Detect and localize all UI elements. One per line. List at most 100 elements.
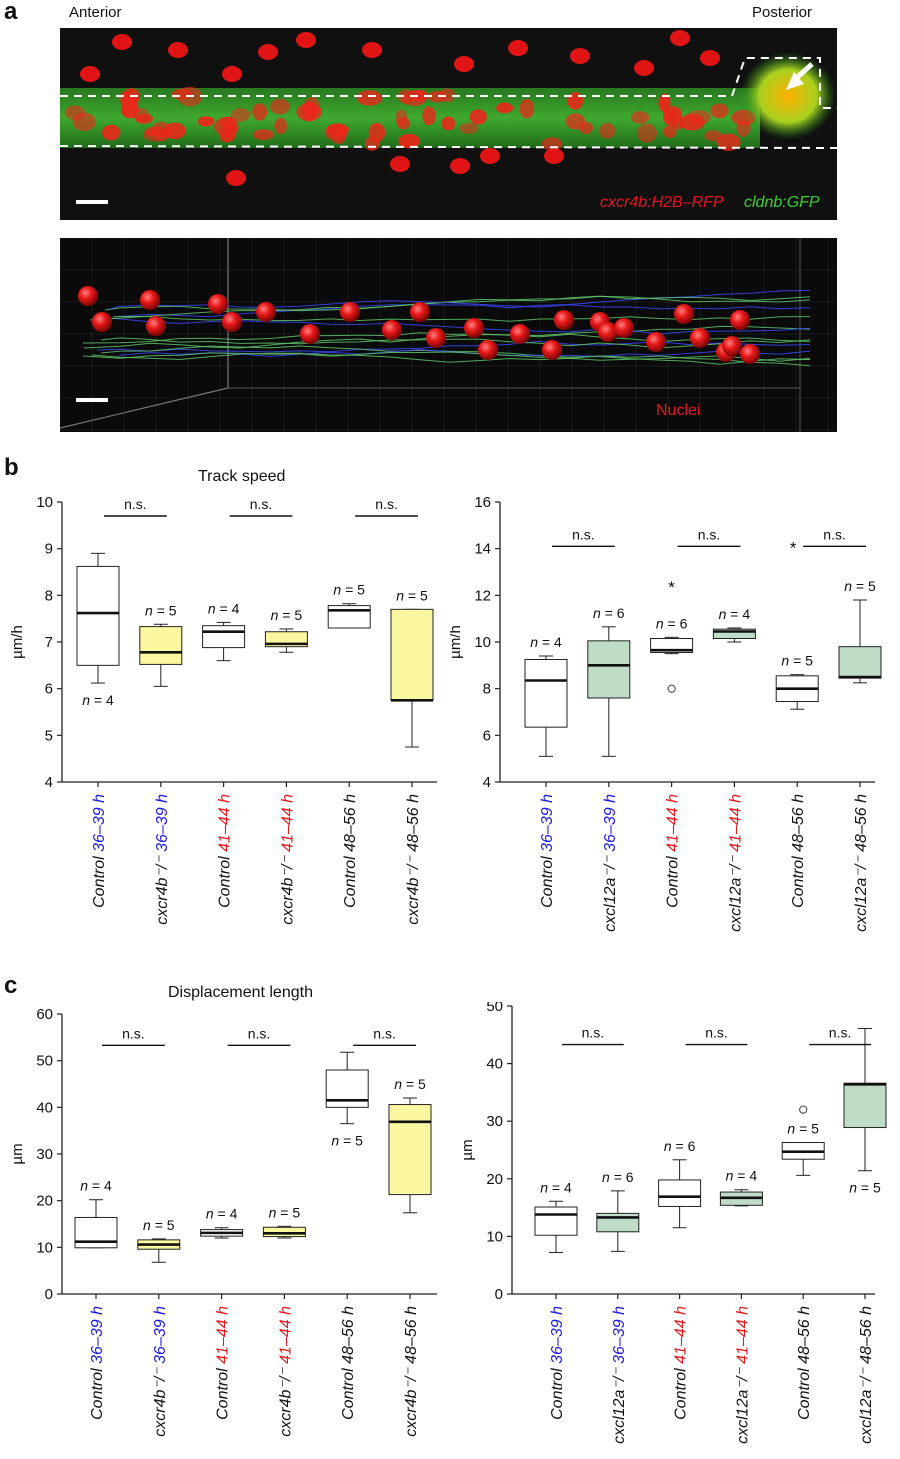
- box-4: n = 5: [775, 653, 819, 710]
- scale-bar-top: [76, 200, 108, 204]
- n-label: n = 5: [145, 602, 177, 618]
- scattered-nucleus: [450, 158, 470, 174]
- nucleus-cell: [459, 122, 479, 134]
- x-tick-label: cxcr4b⁻/⁻ 36–39 h: [152, 1306, 169, 1437]
- y-tick-label: 50: [486, 1002, 503, 1015]
- box-iqr: [524, 659, 568, 728]
- n-label: n = 5: [394, 1076, 426, 1092]
- nucleus-sphere: [300, 324, 320, 344]
- y-tick-label: 12: [474, 587, 491, 604]
- n-label: n = 5: [787, 1121, 819, 1137]
- box-2: n = 6: [658, 1138, 702, 1229]
- box-3: n = 4: [719, 1168, 763, 1207]
- scattered-nucleus: [700, 50, 720, 66]
- cell-tracks: [82, 289, 811, 367]
- significance-star: *: [790, 538, 797, 557]
- y-axis-label: µm/h: [9, 625, 26, 659]
- nucleus-sphere: [740, 344, 760, 364]
- box-3: n = 4: [712, 606, 756, 643]
- nucleus-cell: [411, 89, 429, 102]
- box-3: n = 5: [264, 607, 308, 653]
- nucleus-cell: [171, 88, 193, 100]
- nucleus-sphere: [598, 322, 618, 342]
- x-tick-label: Control 36–39 h: [89, 1306, 106, 1420]
- y-tick-label: 30: [36, 1146, 53, 1163]
- nucleus-cell: [72, 112, 97, 132]
- scattered-nucleus: [508, 40, 528, 56]
- y-axis-label: µm: [9, 1143, 26, 1164]
- nucleus-sphere: [140, 290, 160, 310]
- comparison-label: n.s.: [122, 1025, 145, 1041]
- nucleus-cell: [710, 103, 729, 119]
- box-5: n = 5: [388, 1076, 432, 1214]
- nucleus-cell: [368, 122, 386, 143]
- nucleus-cell: [496, 102, 514, 114]
- nucleus-sphere: [464, 318, 484, 338]
- y-tick-label: 16: [474, 494, 491, 511]
- box-0: n = 4: [74, 1178, 118, 1249]
- box-iqr: [712, 628, 756, 640]
- nucleus-cell: [636, 123, 657, 143]
- scattered-nucleus: [258, 44, 278, 60]
- nucleus-sphere: [410, 302, 430, 322]
- x-tick-label: Control 41–44 h: [673, 1306, 690, 1420]
- box-iqr: [76, 565, 120, 666]
- box-iqr: [325, 1069, 369, 1108]
- n-label: n = 5: [269, 1204, 301, 1220]
- n-label: n = 5: [271, 607, 303, 623]
- chart-displacement-cxcl12a: 0 10 20 30 40 50 µm Control 36–39 h cxcl12a⁻/⁻ 3…: [459, 1002, 887, 1444]
- n-label: n = 4: [726, 1168, 758, 1184]
- comparison-label: n.s.: [572, 526, 595, 542]
- n-label: n = 4: [206, 1206, 238, 1222]
- nucleus-cell: [658, 93, 671, 112]
- nucleus-sphere: [256, 302, 276, 322]
- x-tick-label: cxcr4b⁻/⁻ 48–56 h: [403, 1306, 420, 1437]
- nucleus-cell: [197, 116, 215, 127]
- n-label: n = 4: [530, 634, 562, 650]
- y-tick-label: 20: [36, 1193, 53, 1210]
- n-label: n = 6: [656, 615, 688, 631]
- nucleus-cell: [631, 111, 650, 124]
- nucleus-cell: [331, 130, 347, 144]
- box-0: n = 4: [524, 634, 568, 757]
- nuclei-cells-top: [64, 30, 756, 186]
- nucleus-sphere: [92, 312, 112, 332]
- legend-red: cxcr4b:H2B–RFP: [600, 194, 724, 211]
- x-tick-label: cxcl12a⁻/⁻ 48–56 h: [853, 794, 870, 932]
- scattered-nucleus: [222, 66, 242, 82]
- nucleus-cell: [230, 108, 250, 122]
- scattered-nucleus: [226, 170, 246, 186]
- n-label: n = 5: [844, 578, 876, 594]
- nuclei-label: Nuclei: [656, 402, 701, 419]
- y-tick-label: 10: [36, 1239, 53, 1256]
- micrograph-bottom-svg: [60, 238, 837, 432]
- nucleus-cell: [663, 124, 677, 139]
- scattered-nucleus: [454, 56, 474, 72]
- n-label: n = 5: [849, 1180, 881, 1196]
- y-tick-label: 30: [486, 1113, 503, 1130]
- x-tick-label: Control 48–56 h: [340, 1306, 357, 1420]
- n-label: n = 4: [719, 606, 751, 622]
- scattered-nucleus: [544, 148, 564, 164]
- nucleus-cell: [270, 98, 290, 115]
- nucleus-sphere: [222, 312, 242, 332]
- panel-letter-a: a: [4, 0, 18, 25]
- nucleus-cell: [565, 113, 586, 130]
- scattered-nucleus: [670, 30, 690, 46]
- box-5: n = 5: [843, 1027, 887, 1196]
- panel-letter-c: c: [4, 972, 18, 999]
- nucleus-cell: [102, 124, 121, 141]
- primordium-blob: [740, 52, 836, 140]
- nucleus-cell: [704, 130, 723, 142]
- nucleus-cell: [736, 119, 751, 137]
- box-5: n = 5: [390, 587, 434, 748]
- box-1: n = 6: [587, 605, 631, 757]
- box-iqr: [390, 608, 434, 701]
- comparison-label: n.s.: [823, 526, 846, 542]
- n-label: n = 6: [664, 1138, 696, 1154]
- box-iqr: [74, 1216, 118, 1249]
- scattered-nucleus: [362, 42, 382, 58]
- nucleus-sphere: [478, 340, 498, 360]
- box-3: n = 5: [262, 1204, 306, 1239]
- box-iqr: [262, 1226, 306, 1238]
